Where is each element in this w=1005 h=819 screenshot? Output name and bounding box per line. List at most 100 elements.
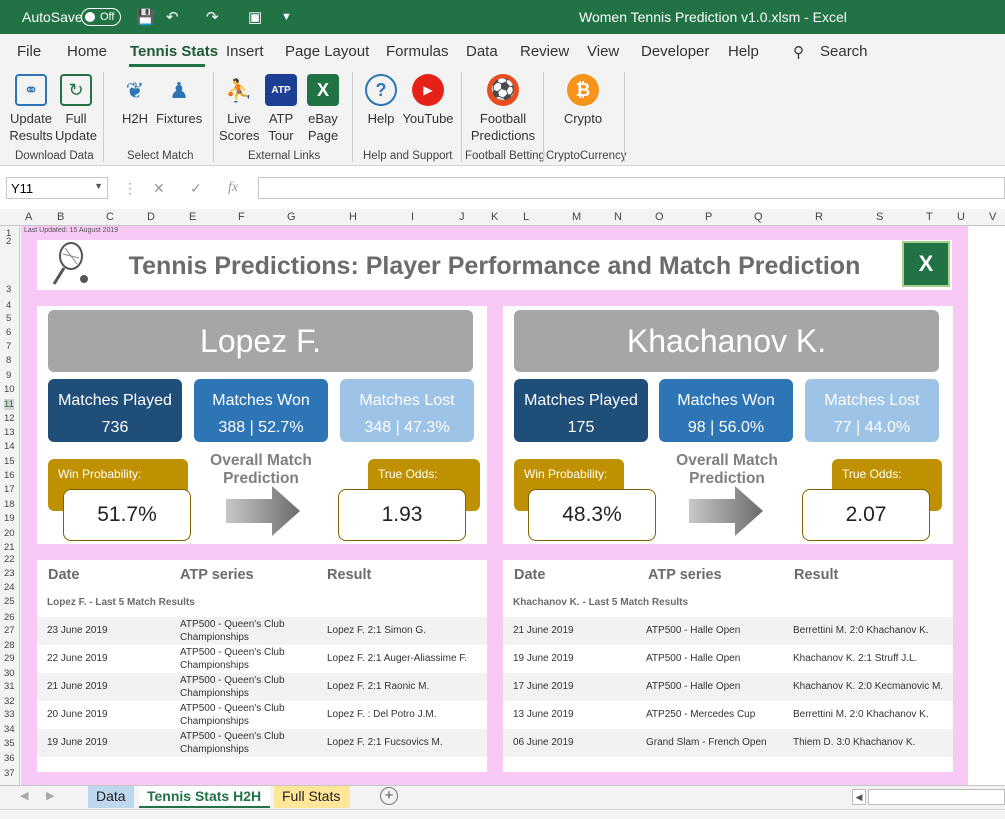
scroll-right-icon[interactable]: ▶	[46, 790, 55, 802]
last-updated: Last Updated: 15 August 2019	[24, 227, 119, 234]
chevron-down-icon: ▼	[94, 181, 103, 191]
menu-formulas[interactable]: Formulas	[386, 43, 449, 60]
worksheet[interactable]: Last Updated: 15 August 2019 Tennis Pred…	[21, 226, 968, 785]
add-sheet-icon[interactable]: +	[380, 787, 398, 805]
customize-qat-icon[interactable]: ▼	[281, 11, 292, 23]
football-icon: ⚽	[487, 74, 519, 106]
row-headers: 1 2 3 4 5 6 7 8 9 10 11 12 13 14 15 16 17 18 19 20 21 22 23 24 2…	[0, 226, 20, 785]
crypto-button[interactable]: ₿ Crypto	[560, 74, 606, 127]
table-row: 19 June 2019 ATP500 - Queen's Club Champ…	[37, 729, 487, 757]
table-row: 23 June 2019 ATP500 - Queen's Club Champ…	[37, 617, 487, 645]
excel-template-icon: X	[307, 74, 339, 106]
menu-tennis-stats[interactable]: Tennis Stats	[130, 43, 219, 60]
menu-file[interactable]: File	[17, 43, 42, 60]
users-icon: ♟	[169, 77, 189, 103]
search-box[interactable]: Search	[820, 43, 868, 60]
player2-matches-played: Matches Played 175	[514, 379, 648, 442]
title-banner: Tennis Predictions: Player Performance a…	[37, 240, 952, 290]
h2h-button[interactable]: ❦ H2H	[118, 74, 152, 127]
player1-matches-played: Matches Played 736	[48, 379, 182, 442]
arrow-right-icon	[689, 486, 763, 536]
sheet-tabs-bar: ◀ ▶ Data Tennis Stats H2H Full Stats + ◀	[0, 785, 1005, 809]
player1-overall-prediction-label: Overall Match Prediction	[210, 452, 312, 487]
help-button[interactable]: ? Help	[363, 74, 399, 127]
player1-panel: Lopez F. Matches Played 736 Matches Won 38…	[37, 306, 487, 544]
save-icon[interactable]: 💾	[136, 9, 155, 26]
column-headers: A B C D E F G H I J K L M N O P Q R S T …	[0, 209, 1005, 226]
player1-name: Lopez F.	[48, 310, 473, 372]
table-row: 13 June 2019 ATP250 - Mercedes Cup Berre…	[513, 709, 929, 720]
football-predictions-button[interactable]: ⚽ Football Predictions	[468, 74, 538, 144]
ribbon: ⚭ Update Results ↻ Full Update Download …	[0, 68, 1005, 166]
cancel-icon[interactable]: ✕	[153, 180, 165, 196]
picture-icon[interactable]: ▣	[248, 9, 263, 26]
atp-tour-button[interactable]: ATP ATP Tour	[263, 74, 299, 144]
confirm-icon[interactable]: ✓	[190, 180, 202, 196]
refresh-document-icon: ↻	[60, 74, 92, 106]
formula-bar: Y11 ▼ ⋮ ✕ ✓ fx	[0, 175, 1005, 203]
tab-full-stats[interactable]: Full Stats	[274, 786, 350, 808]
update-results-button[interactable]: ⚭ Update Results	[8, 74, 54, 144]
group-external-links: External Links	[248, 150, 321, 162]
player2-overall-prediction-label: Overall Match Prediction	[676, 452, 778, 487]
results-header-date: Date	[514, 567, 546, 583]
menu-help[interactable]: Help	[728, 43, 759, 60]
tab-data[interactable]: Data	[88, 786, 134, 808]
player1-true-odds: 1.93	[338, 489, 466, 541]
arrow-right-icon	[226, 486, 300, 536]
player2-matches-lost: Matches Lost 77 | 44.0%	[805, 379, 939, 442]
youtube-button[interactable]: ▶ YouTube	[402, 74, 454, 127]
player1-matches-won: Matches Won 388 | 52.7%	[194, 379, 328, 442]
hscroll-left-icon[interactable]: ◀	[852, 789, 866, 805]
results-header-result: Result	[327, 567, 372, 583]
autosave-toggle[interactable]: Off	[81, 8, 121, 26]
horizontal-scrollbar[interactable]	[868, 789, 1005, 805]
tennis-player-icon: ⛹	[225, 77, 253, 103]
player1-win-probability: 51.7%	[63, 489, 191, 541]
group-help-support: Help and Support	[363, 150, 453, 162]
question-icon: ?	[365, 74, 397, 106]
page-title: Tennis Predictions: Player Performance a…	[128, 252, 861, 280]
menu-home[interactable]: Home	[67, 43, 108, 60]
autosave-label: AutoSave	[22, 9, 83, 25]
menu-insert[interactable]: Insert	[226, 43, 264, 60]
menu-developer[interactable]: Developer	[641, 43, 710, 60]
results-header-date: Date	[48, 567, 80, 583]
more-icon: ⋮	[123, 180, 137, 196]
group-football-betting: Football Betting	[465, 150, 545, 162]
live-scores-button[interactable]: ⛹ Live Scores	[219, 74, 259, 144]
results-header-series: ATP series	[648, 567, 722, 583]
title-bar: AutoSave Off 💾 ↶ ↷ ▣ ▼ Women Tennis Pred…	[0, 0, 1005, 34]
name-box[interactable]: Y11 ▼	[6, 177, 108, 199]
player2-name: Khachanov K.	[514, 310, 939, 372]
tab-tennis-stats-h2h[interactable]: Tennis Stats H2H	[139, 786, 270, 808]
youtube-icon: ▶	[412, 74, 444, 106]
table-row: 20 June 2019 ATP500 - Queen's Club Champ…	[47, 703, 437, 727]
bitcoin-icon: ₿	[567, 74, 599, 106]
table-row: 21 June 2019 ATP500 - Halle Open Berrett…	[503, 617, 953, 645]
redo-icon[interactable]: ↷	[206, 9, 219, 26]
globe-icon: ⚭	[15, 74, 47, 106]
group-download-data: Download Data	[15, 150, 94, 162]
formula-input[interactable]	[258, 177, 1005, 199]
undo-icon[interactable]: ↶	[166, 9, 179, 26]
function-icon[interactable]: fx	[228, 180, 239, 195]
ebay-page-button[interactable]: X eBay Page	[303, 74, 343, 144]
player1-matches-lost: Matches Lost 348 | 47.3%	[340, 379, 474, 442]
fixtures-button[interactable]: ♟ Fixtures	[156, 74, 202, 127]
menu-page-layout[interactable]: Page Layout	[285, 43, 370, 60]
table-row: 19 June 2019 ATP500 - Halle Open Khachan…	[513, 653, 918, 664]
racket-icon: ❦	[125, 77, 145, 103]
player2-results-panel: Date ATP series Result Khachanov K. - La…	[503, 560, 953, 772]
status-bar	[0, 809, 1005, 819]
results-header-series: ATP series	[180, 567, 254, 583]
player2-panel: Khachanov K. Matches Played 175 Matches W…	[503, 306, 953, 544]
menu-data[interactable]: Data	[466, 43, 498, 60]
menu-view[interactable]: View	[587, 43, 620, 60]
scroll-left-icon[interactable]: ◀	[20, 790, 29, 802]
full-update-button[interactable]: ↻ Full Update	[54, 74, 98, 144]
menu-review[interactable]: Review	[520, 43, 570, 60]
search-icon[interactable]: ⚲	[793, 44, 804, 61]
menu-bar: File Home Tennis Stats Insert Page Layou…	[0, 34, 1005, 68]
empty-cells[interactable]	[968, 226, 1005, 785]
